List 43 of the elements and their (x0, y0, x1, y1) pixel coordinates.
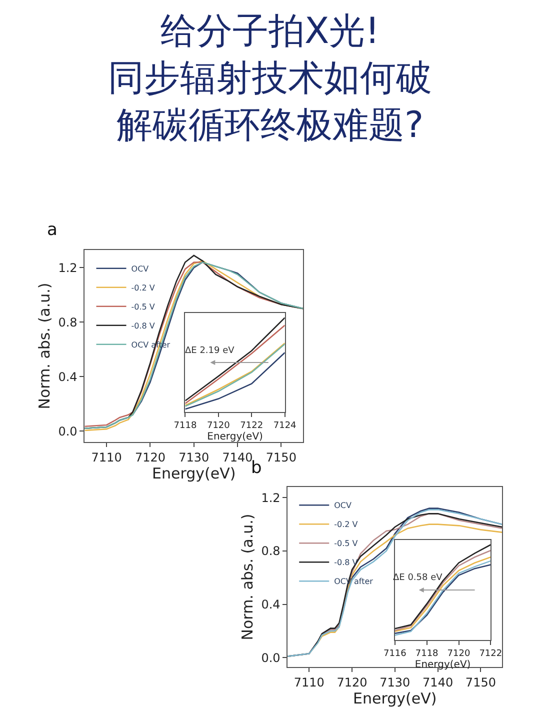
x-axis-title: Energy(eV) (207, 431, 264, 442)
y-tick-label: 0.8 (261, 544, 280, 558)
x-tick-label: 7150 (465, 675, 496, 690)
x-tick-label: 7140 (222, 450, 253, 464)
chart-subtitle: 同步辐射技术如何破解碳循环终极难题? (108, 58, 432, 146)
y-tick-label: 0.8 (58, 315, 78, 330)
text: b (251, 458, 262, 478)
x-tick-label: 7118 (415, 648, 439, 659)
y-tick-label: 1.2 (261, 490, 280, 505)
x-tick-label: 7150 (266, 450, 296, 464)
x-tick-label: 7124 (273, 420, 297, 431)
legend-label: -0.8 V (131, 321, 156, 330)
legend-label: -0.5 V (131, 302, 156, 312)
x-tick-label: 7120 (134, 450, 166, 464)
x-tick-label: 7118 (174, 420, 197, 431)
x-axis-title: Energy(eV) (152, 464, 236, 482)
x-tick-label: 7110 (294, 675, 324, 690)
legend-label: OCV (334, 501, 352, 510)
y-tick-label: 0.4 (261, 598, 280, 612)
legend-label: -0.5 V (334, 539, 358, 548)
legend-label: OCV (131, 264, 150, 274)
x-tick-label: 7122 (479, 648, 502, 659)
y-tick-label: 1.2 (58, 260, 78, 275)
y-tick-label: 0.0 (58, 424, 78, 438)
x-tick-label: 7130 (380, 675, 410, 690)
y-tick-label: 0.0 (261, 650, 280, 665)
x-axis-title: Energy(eV) (353, 689, 437, 708)
x-tick-label: 7116 (383, 648, 407, 659)
y-axis-title: Norm. abs. (a.u.) (238, 514, 256, 640)
legend-label: -0.2 V (334, 520, 358, 530)
y-tick-label: 0.4 (58, 370, 78, 384)
annotation: ΔE 2.19 eV (185, 346, 236, 356)
y-axis-title: Norm. abs. (a.u.) (35, 282, 54, 410)
x-tick-label: 7110 (91, 450, 122, 464)
legend-label: -0.2 V (131, 283, 156, 292)
x-tick-label: 7122 (240, 420, 264, 431)
x-tick-label: 7130 (178, 450, 210, 464)
x-tick-label: 7120 (336, 675, 368, 690)
chart-title: 给分子拍X光! (160, 11, 380, 52)
x-tick-label: 7120 (447, 648, 470, 659)
x-tick-label: 7140 (422, 675, 454, 690)
x-tick-label: 7120 (206, 420, 230, 431)
text: a (47, 220, 58, 240)
